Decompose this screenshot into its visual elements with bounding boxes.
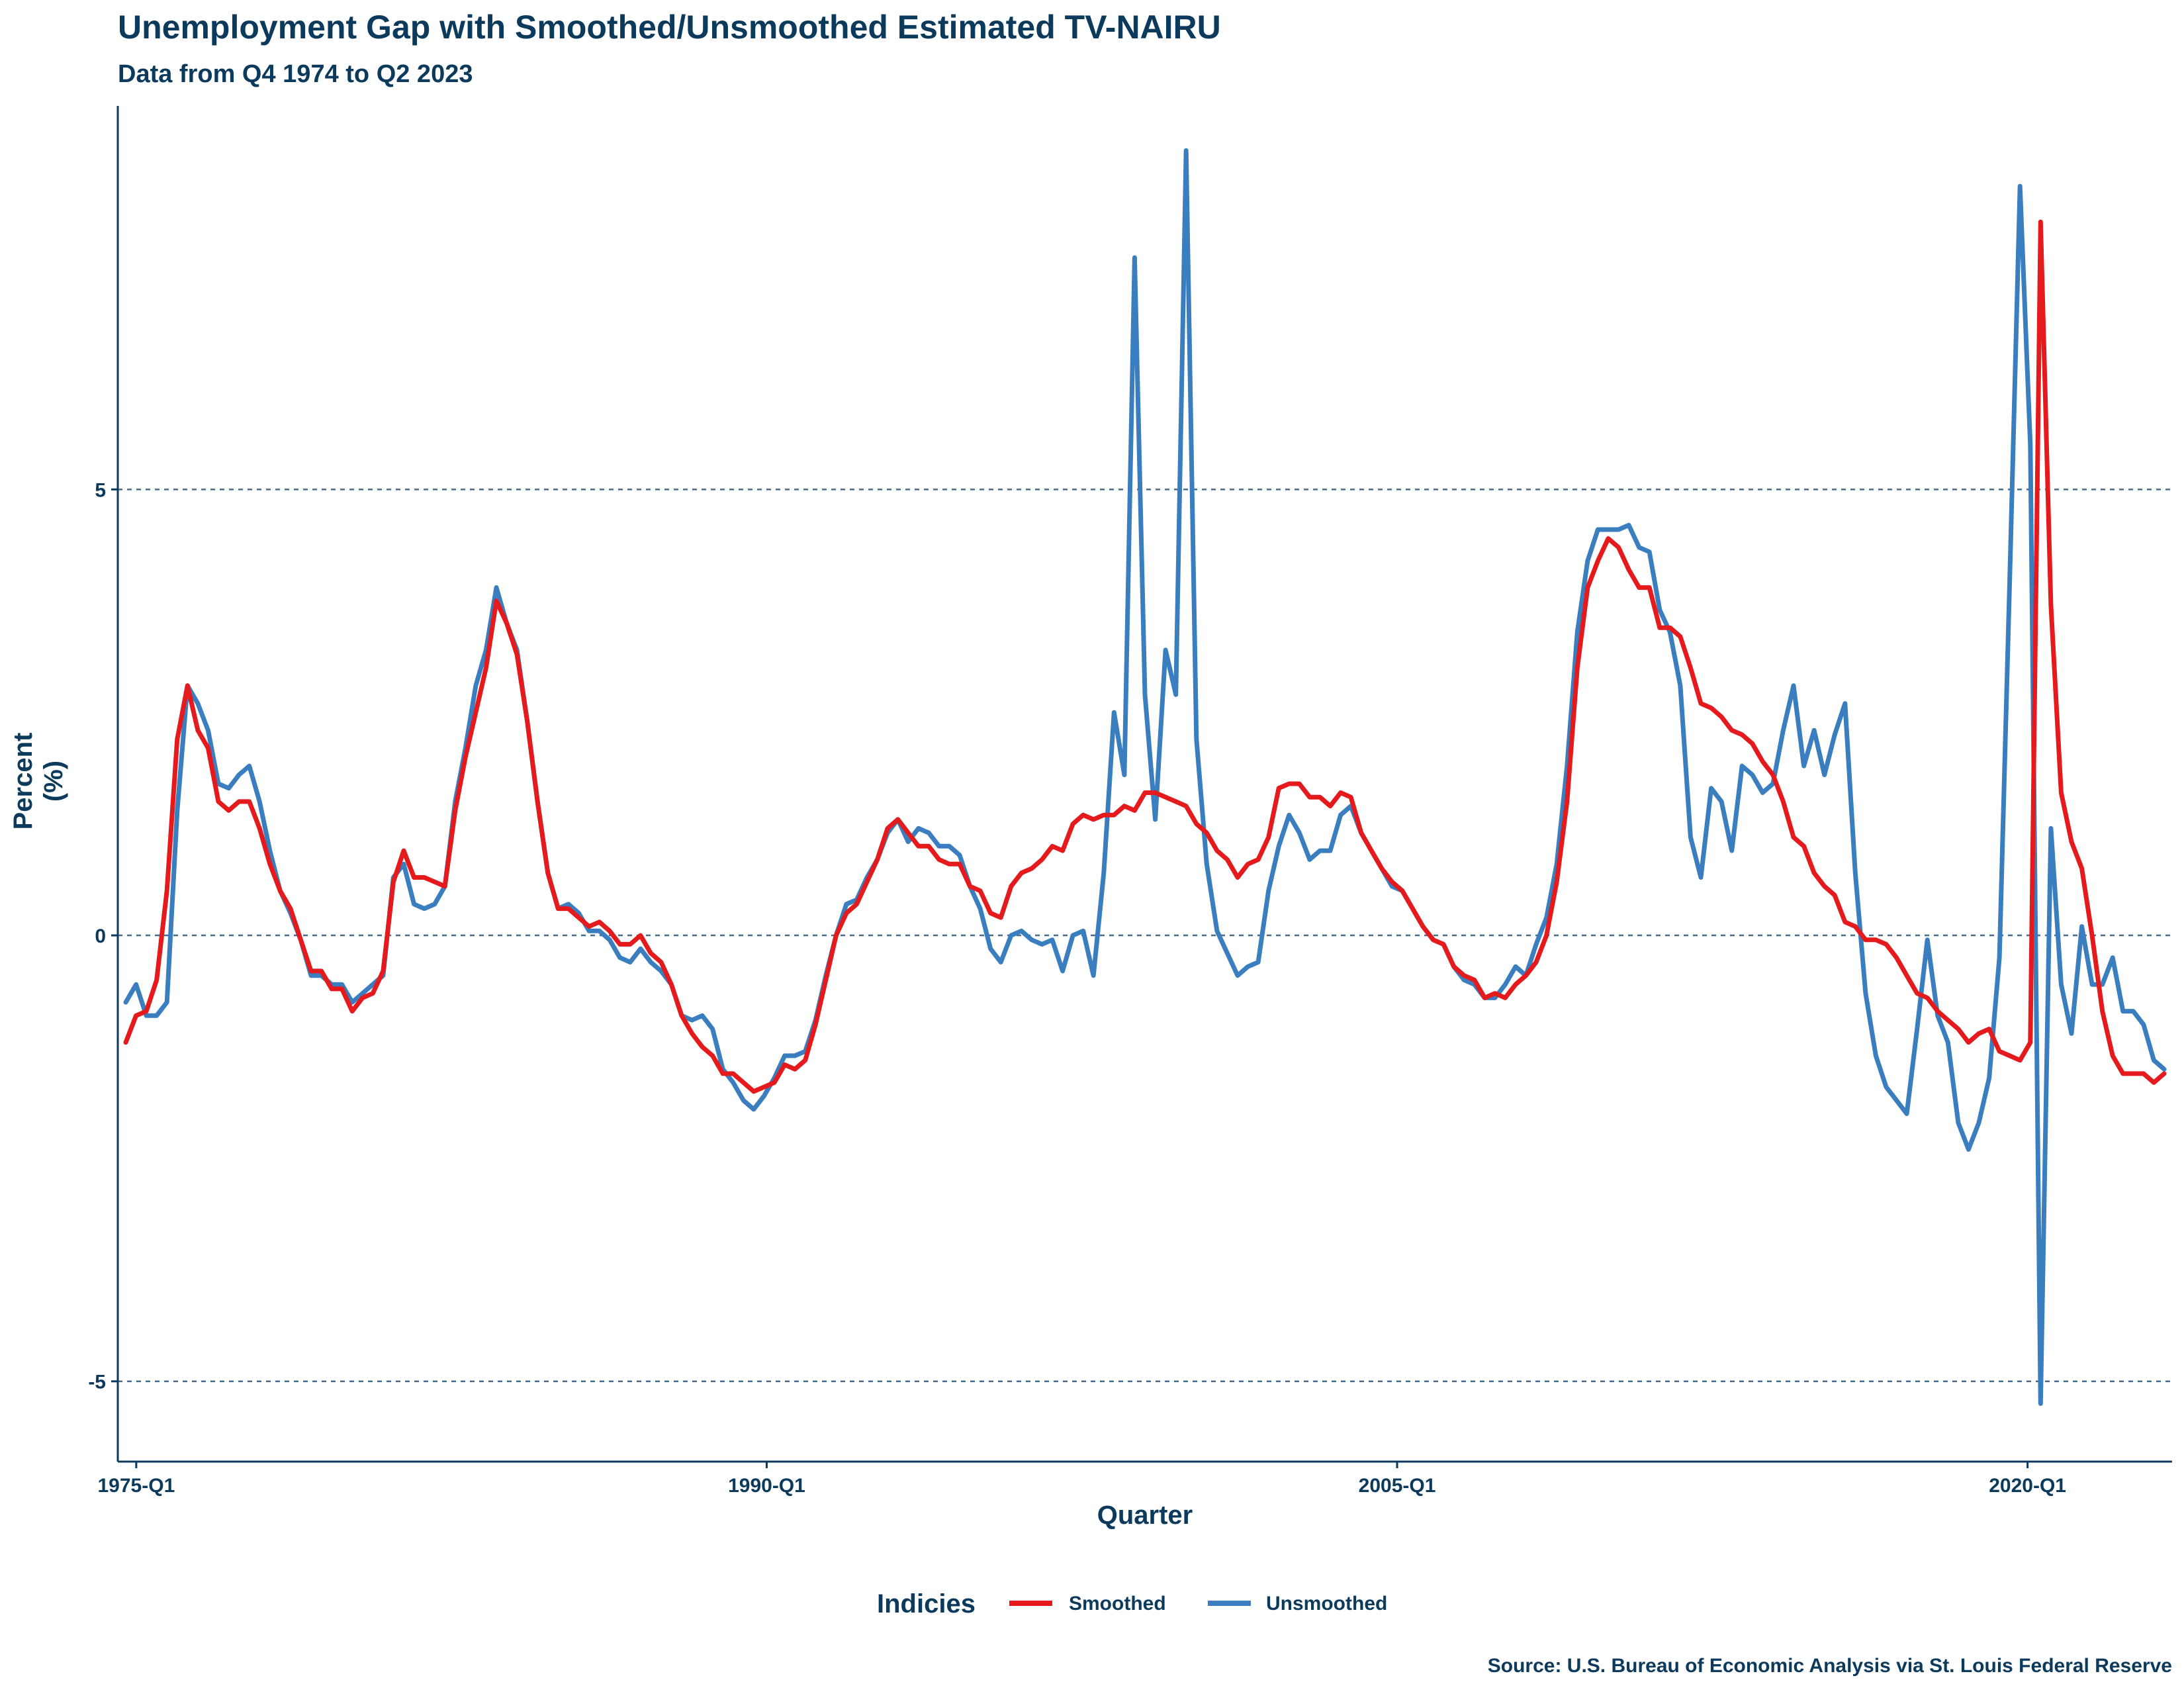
y-tick-label: 5 <box>95 479 106 501</box>
x-tick-label: 2005-Q1 <box>1359 1475 1436 1497</box>
y-tick-label: -5 <box>88 1372 106 1393</box>
x-tick-label: 1975-Q1 <box>98 1475 175 1497</box>
x-axis-ticks: 1975-Q1 1990-Q1 2005-Q1 2020-Q1 <box>98 1462 2066 1497</box>
chart-title: Unemployment Gap with Smoothed/Unsmoothe… <box>118 9 1221 46</box>
y-axis-ticks: 5 0 -5 <box>88 479 118 1393</box>
chart-subtitle: Data from Q4 1974 to Q2 2023 <box>118 60 473 88</box>
y-axis-title: Percent (%) <box>9 733 68 830</box>
series-line-smoothed <box>123 219 2167 1094</box>
legend-label-unsmoothed: Unsmoothed <box>1266 1593 1387 1615</box>
legend: Indicies Smoothed Unsmoothed <box>877 1589 1387 1618</box>
x-tick-label: 1990-Q1 <box>728 1475 805 1497</box>
legend-title: Indicies <box>877 1589 976 1618</box>
series-lines <box>123 148 2167 1406</box>
y-tick-label: 0 <box>95 925 106 947</box>
legend-label-smoothed: Smoothed <box>1069 1593 1166 1615</box>
y-axis-title-line1: Percent <box>9 733 38 830</box>
y-axis-title-line2: (%) <box>39 761 68 802</box>
x-tick-label: 2020-Q1 <box>1989 1475 2066 1497</box>
chart-caption: Source: U.S. Bureau of Economic Analysis… <box>1488 1655 2172 1677</box>
x-axis-title: Quarter <box>1097 1501 1193 1530</box>
